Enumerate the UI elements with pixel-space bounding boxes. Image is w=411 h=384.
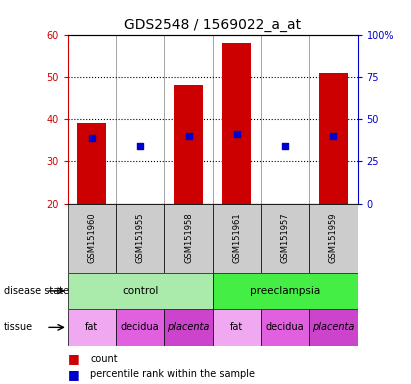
Text: placenta: placenta: [167, 322, 210, 333]
Bar: [174, 85, 203, 204]
Text: percentile rank within the sample: percentile rank within the sample: [90, 369, 255, 379]
Text: placenta: placenta: [312, 322, 355, 333]
Text: ■: ■: [68, 368, 80, 381]
Text: control: control: [122, 286, 159, 296]
Text: fat: fat: [230, 322, 243, 333]
Point: [185, 133, 192, 139]
Point: [330, 133, 337, 139]
Bar: [116, 204, 164, 273]
Text: fat: fat: [85, 322, 99, 333]
Bar: [213, 309, 261, 346]
Bar: [213, 273, 358, 309]
Text: GSM151959: GSM151959: [329, 213, 338, 263]
Bar: [261, 309, 309, 346]
Text: GSM151961: GSM151961: [232, 213, 241, 263]
Bar: [77, 123, 106, 204]
Bar: [116, 309, 164, 346]
Text: GSM151955: GSM151955: [136, 213, 145, 263]
Text: preeclampsia: preeclampsia: [250, 286, 320, 296]
Point: [282, 143, 289, 149]
Bar: [68, 309, 116, 346]
Bar: [319, 73, 348, 204]
Bar: [309, 309, 358, 346]
Bar: [213, 204, 261, 273]
Bar: [164, 204, 213, 273]
Text: decidua: decidua: [266, 322, 305, 333]
Text: disease state: disease state: [4, 286, 69, 296]
Bar: [261, 204, 309, 273]
Bar: [68, 273, 213, 309]
Bar: [309, 204, 358, 273]
Text: decidua: decidua: [121, 322, 159, 333]
Text: GSM151960: GSM151960: [88, 213, 97, 263]
Point: [233, 131, 240, 137]
Point: [89, 134, 95, 141]
Title: GDS2548 / 1569022_a_at: GDS2548 / 1569022_a_at: [124, 18, 301, 32]
Bar: [164, 309, 213, 346]
Text: GSM151958: GSM151958: [184, 213, 193, 263]
Text: tissue: tissue: [4, 322, 33, 333]
Bar: [222, 43, 252, 204]
Text: ■: ■: [68, 353, 80, 366]
Bar: [68, 204, 116, 273]
Point: [137, 143, 143, 149]
Text: GSM151957: GSM151957: [281, 213, 290, 263]
Text: count: count: [90, 354, 118, 364]
